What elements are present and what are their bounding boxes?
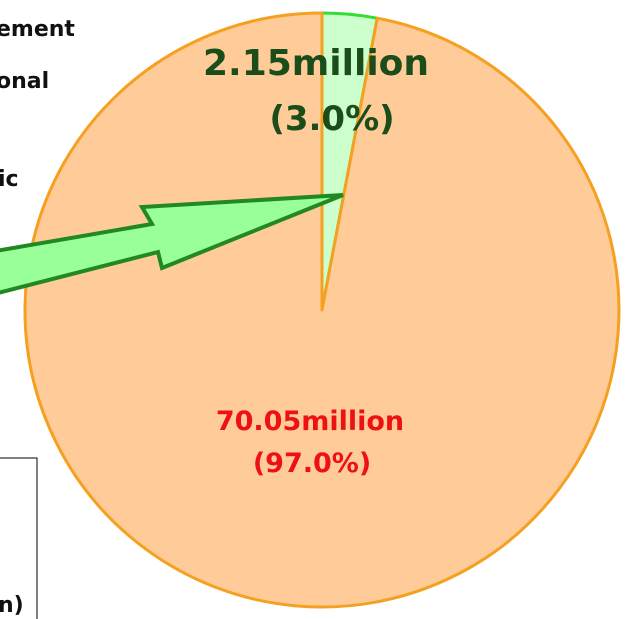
value-label: 70.05million xyxy=(216,406,404,437)
annotation: n) xyxy=(0,593,24,618)
pie-slice xyxy=(23,11,621,609)
legend-box xyxy=(0,457,38,619)
annotation: ement xyxy=(0,17,75,42)
percent-label: (97.0%) xyxy=(253,448,371,479)
value-label: 2.15million xyxy=(203,43,429,84)
pie xyxy=(23,11,621,609)
annotation: ic xyxy=(0,167,19,192)
annotation: onal xyxy=(0,69,49,94)
labels: 2.15million (3.0%) 70.05million (97.0%) xyxy=(203,43,429,479)
arrow xyxy=(0,193,344,295)
percent-label: (3.0%) xyxy=(269,99,394,139)
